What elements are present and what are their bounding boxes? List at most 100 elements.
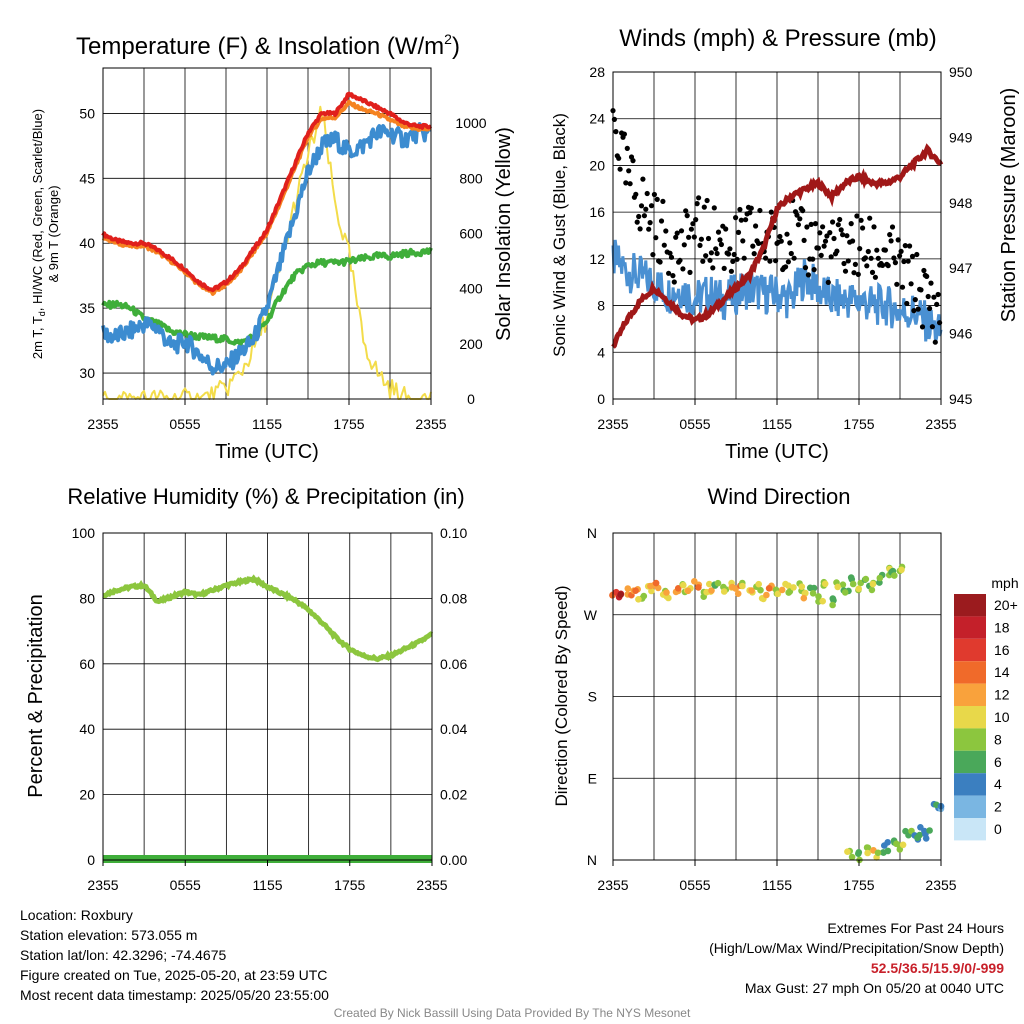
- gust-point: [834, 248, 840, 254]
- direction-point: [809, 590, 817, 597]
- direction-point: [855, 850, 862, 857]
- gust-point: [868, 255, 874, 261]
- direction-point: [663, 589, 670, 596]
- x-tick-label: 1155: [762, 416, 792, 432]
- humidity-ylabel: Percent & Precipitation: [25, 594, 47, 797]
- gust-point: [700, 258, 706, 264]
- x-tick-label: 2355: [925, 416, 956, 432]
- gust-point: [671, 279, 677, 285]
- gust-point: [767, 258, 773, 264]
- colorbar-swatch: [954, 795, 986, 818]
- gust-point: [864, 263, 870, 269]
- direction-point: [844, 848, 851, 855]
- station-latlon: Station lat/lon: 42.3296; -74.4675: [20, 947, 227, 963]
- colorbar-label: 12: [994, 687, 1010, 703]
- gust-point: [647, 220, 653, 226]
- gust-point: [633, 191, 639, 197]
- direction-point: [819, 597, 826, 605]
- colorbar-label: 0: [994, 821, 1002, 837]
- direction-point: [862, 575, 870, 583]
- direction-point: [708, 587, 715, 594]
- colorbar-swatch: [954, 616, 986, 639]
- direction-point: [617, 591, 624, 598]
- gust-point: [646, 226, 652, 232]
- gust-point: [696, 195, 702, 201]
- gust-point: [837, 216, 843, 223]
- gust-point: [891, 255, 897, 261]
- station-info: Location: Roxbury Station elevation: 573…: [20, 905, 329, 1005]
- gust-point: [613, 129, 619, 135]
- gust-point: [703, 253, 709, 259]
- gust-point: [887, 232, 893, 238]
- direction-point: [757, 586, 764, 594]
- y-tick-label: 0: [467, 391, 475, 407]
- gust-point: [778, 238, 784, 244]
- gust-point: [721, 265, 727, 271]
- direction-point: [765, 585, 773, 592]
- gust-point: [932, 339, 938, 345]
- station-elevation: Station elevation: 573.055 m: [20, 927, 198, 943]
- humidity-grid: [102, 532, 433, 861]
- x-tick-label: 1755: [333, 416, 364, 432]
- direction-point: [785, 589, 792, 596]
- colorbar-swatch: [954, 706, 986, 729]
- gust-point: [653, 235, 659, 241]
- y-tick-label: 948: [949, 195, 973, 211]
- gust-point: [858, 217, 864, 223]
- direction-point: [855, 585, 862, 593]
- gust-point: [654, 196, 660, 202]
- gust-point: [805, 272, 812, 278]
- gust-point: [845, 258, 851, 264]
- gust-point: [637, 226, 643, 232]
- temperature-ylabel: 2m T, Td, HI/WC (Red, Green, Scarlet/Blu…: [30, 109, 47, 359]
- pressure-ylabel: Station Pressure (Maroon): [998, 88, 1020, 323]
- gust-point: [867, 215, 873, 221]
- y-tick-label: 40: [79, 235, 95, 251]
- direction-title: Wind Direction: [707, 484, 850, 509]
- y-tick-label: 600: [459, 226, 483, 242]
- gust-point: [795, 222, 802, 228]
- gust-point: [929, 324, 936, 330]
- direction-point: [926, 827, 933, 834]
- gust-point: [860, 225, 866, 231]
- direction-point: [782, 580, 789, 588]
- y-tick-label: 12: [589, 251, 605, 267]
- gust-point: [643, 206, 649, 212]
- gust-point: [791, 255, 797, 261]
- x-tick-label: 1155: [252, 416, 282, 432]
- gust-point: [661, 242, 667, 248]
- direction-point: [848, 853, 856, 861]
- gust-point: [835, 222, 841, 228]
- gust-point: [888, 238, 894, 244]
- gust-point: [714, 250, 720, 257]
- gust-point: [918, 287, 924, 293]
- gust-point: [651, 191, 658, 198]
- gust-point: [850, 238, 856, 244]
- gust-point: [728, 268, 735, 274]
- y-tick-label: 16: [589, 204, 605, 220]
- colorbar-label: 10: [994, 709, 1010, 725]
- direction-point: [714, 579, 722, 587]
- gust-point: [911, 308, 917, 314]
- y-tick-label: 45: [79, 170, 95, 186]
- credit-line: Created By Nick Bassill Using Data Provi…: [333, 1006, 691, 1020]
- y-tick-label: N: [587, 525, 597, 541]
- x-tick-label: 1755: [843, 877, 874, 893]
- gust-point: [842, 268, 849, 274]
- x-tick-label: 0555: [679, 416, 710, 432]
- direction-point: [881, 842, 888, 849]
- y-tick-label: 0.00: [440, 852, 467, 868]
- x-tick-label: 2355: [87, 877, 118, 893]
- gust-point: [657, 259, 663, 265]
- y-tick-label: 950: [949, 64, 973, 80]
- gust-point: [927, 305, 933, 312]
- y-tick-label: 0.04: [440, 721, 467, 737]
- gust-point: [787, 240, 793, 246]
- gust-point: [710, 265, 716, 271]
- humidity-ticks: 2355 0555 1155 1755 2355 0 20 40 60 80 100 0.00 0.02…: [72, 525, 468, 893]
- gust-point: [898, 248, 904, 254]
- x-tick-label: 2355: [416, 877, 447, 893]
- gust-point: [821, 243, 827, 249]
- gust-point: [830, 219, 836, 225]
- gust-point: [730, 258, 736, 264]
